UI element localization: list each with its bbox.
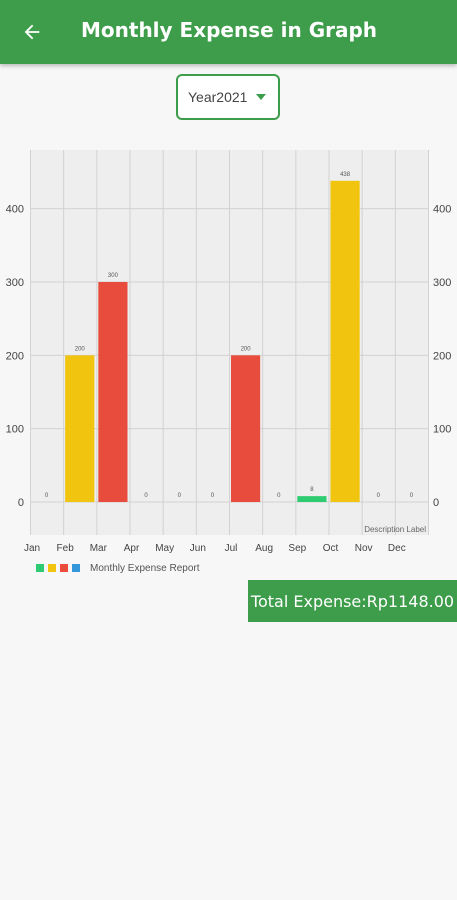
x-tick-label: Feb (57, 543, 75, 554)
year-dropdown-value: Year2021 (188, 89, 248, 105)
legend-swatch (72, 564, 80, 572)
bar-value-label: 200 (75, 346, 86, 352)
y-tick-label-right: 300 (433, 277, 451, 289)
y-tick-label-left: 400 (6, 204, 24, 216)
bar-value-label: 300 (108, 273, 119, 279)
bar-value-label: 0 (178, 493, 182, 499)
bar-feb (65, 355, 95, 502)
x-tick-label: Sep (288, 543, 306, 554)
total-expense-text: Total Expense:Rp1148.00 (250, 591, 455, 611)
x-tick-label: Nov (355, 543, 373, 554)
x-tick-label: Apr (124, 543, 140, 554)
dropdown-arrow-icon (256, 94, 267, 100)
chart-legend: Monthly Expense Report (36, 561, 200, 575)
y-tick-label-left: 100 (6, 424, 24, 436)
x-tick-label: May (155, 543, 174, 554)
bar-value-label: 0 (377, 493, 381, 499)
bar-value-label: 0 (45, 493, 49, 499)
y-tick-label-right: 100 (433, 424, 451, 436)
bar-value-label: 0 (211, 493, 215, 499)
legend-swatch (60, 564, 68, 572)
y-tick-label-right: 200 (433, 350, 451, 362)
bar-sep (297, 496, 327, 502)
y-tick-label-right: 0 (433, 497, 439, 509)
y-tick-label-left: 300 (6, 277, 24, 289)
bar-mar (98, 282, 128, 502)
x-tick-label: Mar (90, 543, 108, 554)
x-tick-label: Jul (225, 543, 238, 554)
bar-jul (230, 355, 261, 502)
bar-value-label: 438 (340, 172, 351, 178)
legend-swatches (36, 564, 84, 572)
bar-value-label: 0 (277, 493, 281, 499)
x-tick-label: Jan (24, 543, 40, 554)
bar-oct (330, 180, 360, 503)
arrow-left-icon (24, 24, 40, 40)
bar-value-label: 200 (241, 346, 252, 352)
app-bar: Monthly Expense in Graph (0, 0, 457, 64)
x-tick-label: Dec (388, 543, 406, 554)
legend-label: Monthly Expense Report (90, 562, 200, 574)
year-dropdown[interactable]: Year2021 (176, 74, 280, 120)
total-expense-banner: Total Expense:Rp1148.00 (248, 580, 457, 622)
x-tick-label: Aug (255, 543, 273, 554)
y-tick-label-left: 200 (6, 350, 24, 362)
page-title: Monthly Expense in Graph (81, 18, 378, 42)
legend-swatch (48, 564, 56, 572)
x-tick-label: Jun (190, 543, 206, 554)
x-tick-label: Oct (323, 543, 339, 554)
expense-bar-chart: 0 0 100 100 200 200 300 300 400 400 0 200 300 0 0 0 200 0… (6, 150, 451, 554)
bar-value-label: 0 (410, 493, 414, 499)
y-tick-label-right: 400 (433, 204, 451, 216)
bar-value-label: 0 (144, 493, 148, 499)
bar-value-label: 8 (310, 487, 314, 493)
y-tick-label-left: 0 (18, 497, 24, 509)
description-label: Description Label (364, 525, 426, 534)
back-button[interactable] (12, 12, 52, 52)
legend-swatch (36, 564, 44, 572)
